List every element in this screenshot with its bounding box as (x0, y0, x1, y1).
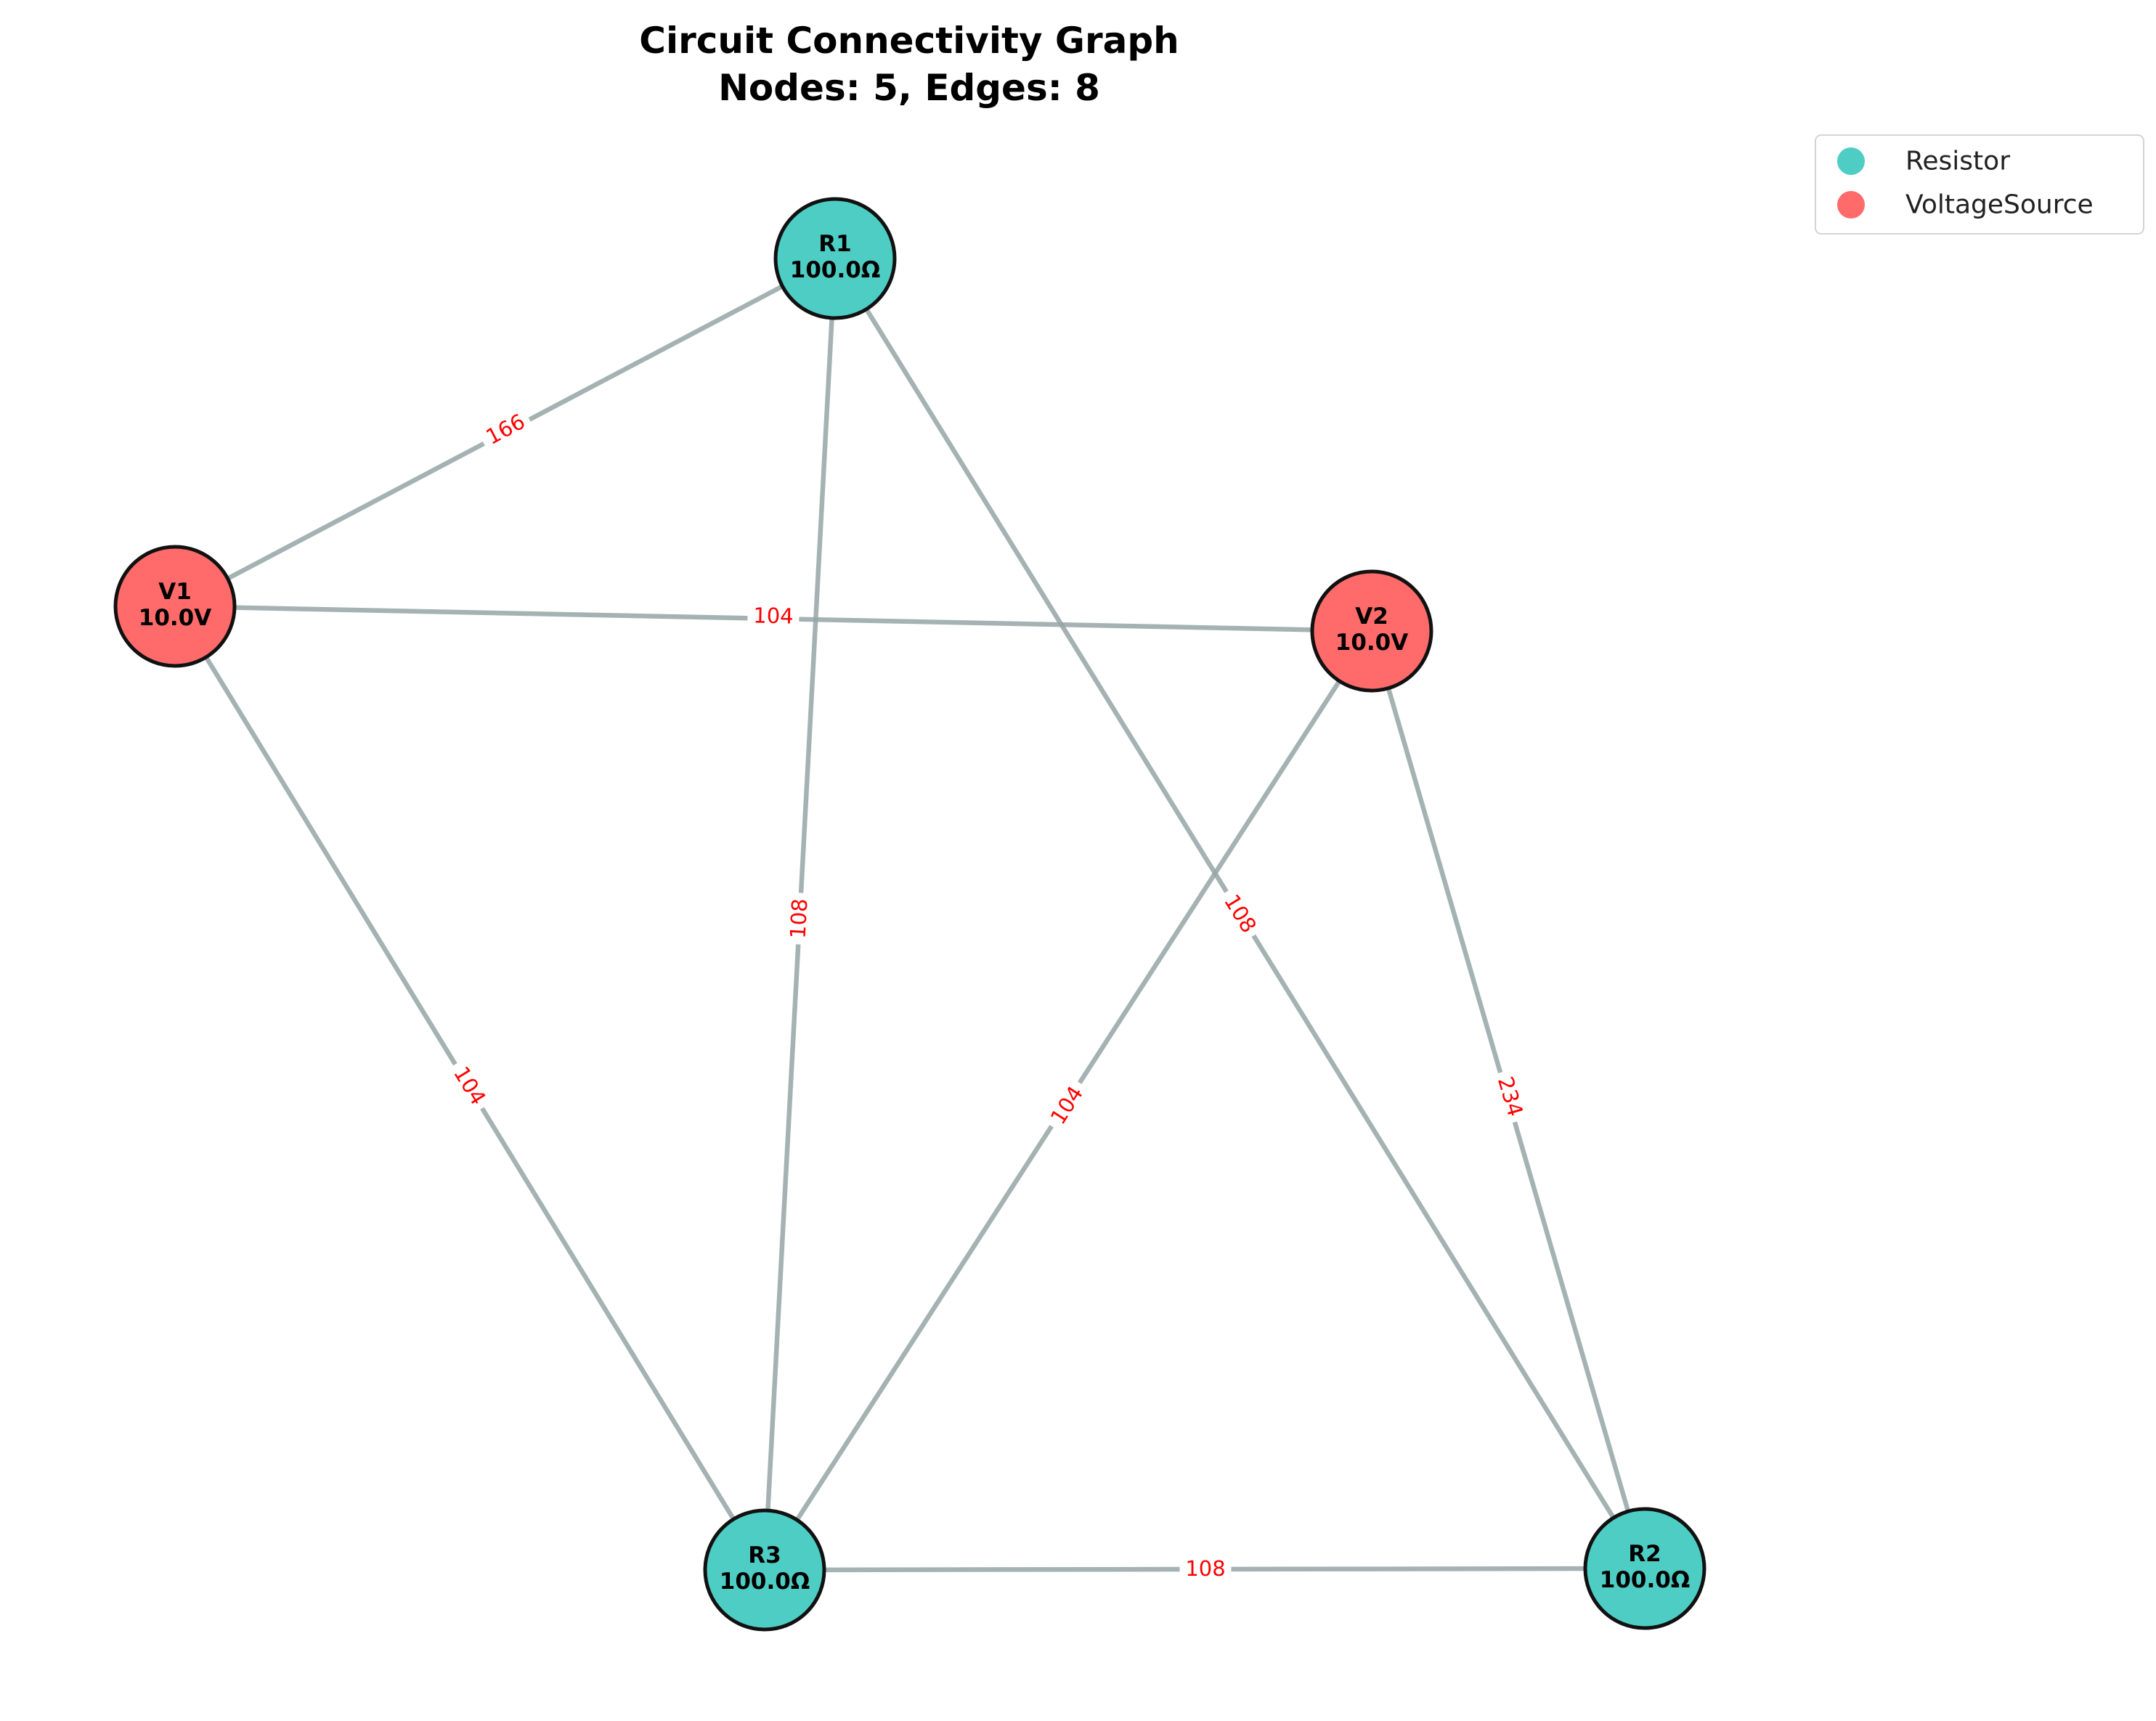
node-name: R2 (1628, 1541, 1661, 1567)
legend-item-resistor: Resistor (1837, 147, 2010, 176)
node-value: 10.0V (1335, 630, 1408, 656)
node-circle (1310, 569, 1433, 693)
title-line-1: Circuit Connectivity Graph (639, 20, 1179, 62)
edge-weight-label: 104 (1041, 1075, 1093, 1135)
edge-weight-text: 108 (786, 898, 813, 939)
edge-weight-label: 104 (444, 1056, 495, 1115)
node-name: V2 (1355, 603, 1388, 630)
edge-label-background (1489, 1067, 1531, 1126)
node-name: R1 (818, 231, 851, 257)
edge-label-background (476, 404, 535, 454)
edge-weight-text: 108 (1185, 1556, 1225, 1581)
edge-weight-label: 108 (1215, 884, 1266, 943)
legend-label: VoltageSource (1905, 190, 2094, 220)
legend-label: Resistor (1905, 147, 2010, 176)
node-circle (1583, 1507, 1707, 1630)
edge-label-background (1179, 1554, 1232, 1583)
node-value: 100.0Ω (720, 1569, 810, 1595)
edge-weight-label: 108 (1179, 1554, 1232, 1583)
edge-weight-text: 104 (753, 603, 794, 628)
edge-weight-label: 104 (747, 601, 800, 630)
node-circle (113, 545, 237, 668)
node-circle (703, 1508, 826, 1632)
edge-labels-layer: 166 104 108 108 104 104 234 108 (444, 404, 1531, 1583)
legend-box (1815, 134, 2144, 235)
edge-label-background (444, 1056, 495, 1115)
edge-weight-text: 234 (1493, 1074, 1528, 1120)
title-line-2: Nodes: 5, Edges: 8 (718, 67, 1100, 109)
edge-weight-label: 166 (476, 404, 535, 454)
edges-layer (173, 256, 1648, 1573)
node-circle (773, 197, 897, 320)
node-value: 100.0Ω (1600, 1567, 1690, 1593)
legend-marker (1837, 147, 1865, 175)
edge-label-background (747, 601, 800, 630)
node-name: R3 (748, 1542, 781, 1569)
node-name: V1 (158, 579, 192, 605)
edge-label-background (1041, 1075, 1093, 1135)
edge-weight-label: 108 (784, 892, 814, 945)
legend: Resistor VoltageSource (1815, 134, 2144, 235)
node-value: 10.0V (139, 605, 211, 631)
node-value: 100.0Ω (790, 257, 880, 283)
edge-label-background (1215, 884, 1266, 943)
legend-marker (1837, 191, 1865, 219)
legend-item-voltagesource: VoltageSource (1837, 190, 2094, 220)
edge-label-background (784, 892, 814, 945)
chart-title: Circuit Connectivity Graph Nodes: 5, Edg… (639, 20, 1179, 109)
edge-weight-label: 234 (1489, 1067, 1531, 1126)
